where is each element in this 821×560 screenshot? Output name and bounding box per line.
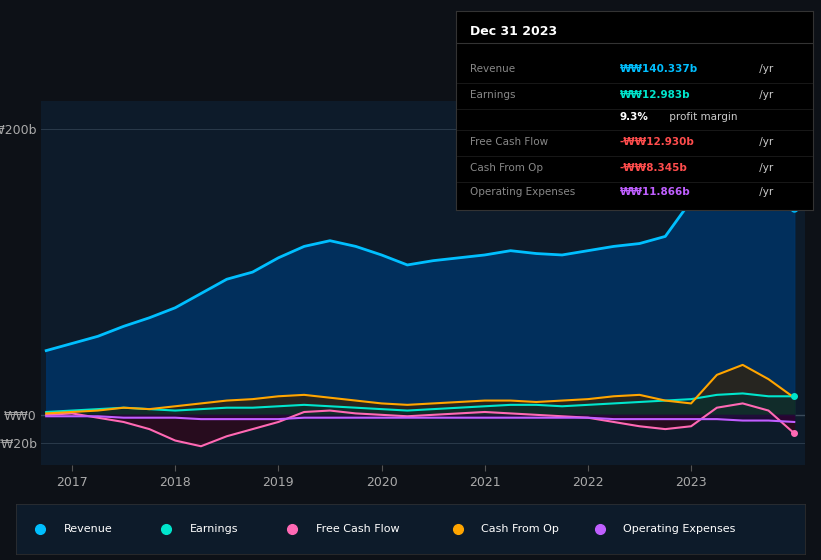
Text: Cash From Op: Cash From Op	[470, 164, 543, 173]
Text: Free Cash Flow: Free Cash Flow	[316, 524, 400, 534]
Text: 9.3%: 9.3%	[620, 111, 649, 122]
Text: Dec 31 2023: Dec 31 2023	[470, 25, 557, 38]
Text: Operating Expenses: Operating Expenses	[470, 187, 576, 197]
Text: /yr: /yr	[755, 64, 773, 74]
Text: Free Cash Flow: Free Cash Flow	[470, 137, 548, 147]
Text: ₩₩12.983b: ₩₩12.983b	[620, 90, 690, 100]
Text: /yr: /yr	[755, 187, 773, 197]
Text: ₩₩11.866b: ₩₩11.866b	[620, 187, 690, 197]
Text: /yr: /yr	[755, 90, 773, 100]
Text: Earnings: Earnings	[190, 524, 238, 534]
Text: -₩₩12.930b: -₩₩12.930b	[620, 137, 695, 147]
Text: profit margin: profit margin	[667, 111, 738, 122]
Text: ₩₩140.337b: ₩₩140.337b	[620, 64, 698, 74]
Text: Operating Expenses: Operating Expenses	[623, 524, 736, 534]
Text: Revenue: Revenue	[470, 64, 515, 74]
Text: Cash From Op: Cash From Op	[481, 524, 559, 534]
Text: /yr: /yr	[755, 164, 773, 173]
Text: Revenue: Revenue	[64, 524, 112, 534]
Text: -₩₩8.345b: -₩₩8.345b	[620, 164, 688, 173]
Text: /yr: /yr	[755, 137, 773, 147]
Text: Earnings: Earnings	[470, 90, 516, 100]
